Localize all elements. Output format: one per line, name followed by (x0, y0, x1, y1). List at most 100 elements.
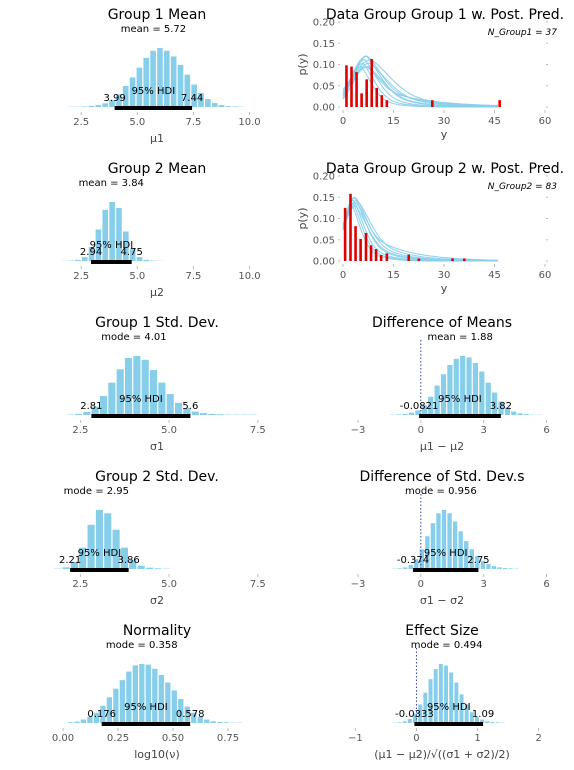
difference-of-means-bar (453, 358, 459, 415)
group1-mean-bar (136, 67, 143, 107)
difference-of-means-central-label: mean = 1.88 (428, 332, 493, 343)
difference-of-means-bar (402, 413, 408, 415)
group2-std-bar (62, 567, 70, 569)
effect-size-bar (402, 721, 407, 723)
ppc-group2-xtick-label: 0 (340, 270, 346, 281)
group1-std-bar (141, 359, 149, 415)
group2-mean-bar (109, 202, 115, 261)
normality-bar (87, 716, 93, 723)
difference-of-std-bar (452, 521, 458, 569)
effect-size-bar (438, 664, 443, 723)
difference-of-std-hdi-bar (412, 568, 479, 572)
group2-std-xtick-label: 2.5 (72, 579, 88, 590)
effect-size-bar (475, 716, 479, 723)
group1-std-xtick-label: 5.0 (161, 425, 177, 436)
group2-std-bar (79, 547, 87, 569)
group1-mean-bar (88, 105, 95, 107)
group2-mean-bar (116, 207, 122, 261)
effect-size-bar (418, 704, 423, 723)
difference-of-means-xlabel: μ1 − μ2 (420, 440, 464, 453)
difference-of-means-bar (466, 357, 472, 415)
ppc-group2-data-bar (359, 238, 362, 261)
normality-hdi-bar (101, 722, 191, 726)
ppc-group2-data-bar (364, 232, 368, 261)
ppc-group2-data-bar (463, 258, 466, 261)
normality-bar (217, 721, 223, 723)
effect-size-hdi-bar (414, 722, 484, 726)
normality-xtick-label: 0.75 (217, 733, 239, 744)
ppc-group2-legend: N_Group2 = 83 (488, 182, 558, 192)
ppc-group2-data-bar (379, 255, 383, 261)
ppc-group1-xtick-label: 0 (340, 116, 346, 127)
group2-mean-xtick-label: 7.5 (185, 271, 201, 282)
effect-size-xtick-label: 2 (535, 733, 541, 744)
difference-of-means-bar (479, 371, 485, 415)
normality-bar (119, 680, 126, 723)
group1-mean-bar (163, 50, 170, 107)
group2-mean-xlabel: μ2 (150, 286, 164, 299)
normality-xtick-label: 0.00 (52, 733, 74, 744)
effect-size-central-label: mode = 0.494 (411, 640, 483, 651)
group2-mean-bar (136, 257, 143, 261)
group2-mean-hdi-high-label: 4.75 (121, 247, 143, 258)
ppc-group2-xlabel: y (441, 282, 448, 295)
difference-of-means-xtick-label: 6 (543, 425, 549, 436)
difference-of-std-bar (508, 568, 513, 569)
effect-size-bar (428, 679, 433, 723)
difference-of-means-hdi-high-label: 3.82 (490, 401, 512, 412)
difference-of-std-central-label: mode = 0.956 (405, 486, 477, 497)
group2-mean-bar (102, 209, 109, 261)
group1-mean-bar (143, 57, 150, 107)
group1-std-hdi-high-label: 5.6 (182, 401, 198, 412)
ppc-group2-ytick-label: 0.00 (313, 257, 335, 268)
normality-hdi-text: 95% HDI (124, 702, 168, 713)
difference-of-std-bar (486, 564, 491, 569)
ppc-group1-data-bar (370, 58, 374, 107)
group2-std-central-label: mode = 2.95 (64, 486, 129, 497)
difference-of-means-xtick-label: −3 (351, 425, 366, 436)
group1-mean-xtick-label: 2.5 (73, 117, 89, 128)
group2-std-bar (137, 565, 145, 569)
group1-mean-bar (122, 85, 129, 107)
group1-mean-bar (177, 64, 184, 107)
group1-mean-bar (157, 48, 163, 107)
group2-std-bar (87, 524, 95, 569)
ppc-group1-ytick-label: 0.20 (313, 18, 335, 29)
effect-size-hdi-low-label: -0.0333 (395, 709, 434, 720)
normality-bar (171, 690, 177, 723)
normality-bar (165, 682, 171, 723)
normality-bar (204, 719, 210, 723)
difference-of-std-bar (436, 513, 441, 569)
group1-std-xlabel: σ1 (150, 440, 164, 453)
effect-size-title: Effect Size (405, 623, 478, 639)
group1-mean-bar (81, 106, 88, 107)
group1-mean-bar (232, 106, 239, 107)
group1-std-bar (149, 370, 158, 415)
difference-of-std-bar (458, 531, 463, 569)
ppc-group2-data-bar (349, 193, 352, 261)
effect-size-bar (464, 704, 469, 723)
group2-mean-xtick-label: 5.0 (129, 271, 145, 282)
ppc-group2-ytick-label: 0.10 (313, 214, 335, 225)
ppc-group2-ylabel: p(y) (296, 207, 309, 229)
normality-bar (178, 698, 184, 723)
group1-mean-xtick-label: 5.0 (129, 117, 145, 128)
ppc-group2-ytick-label: 0.05 (313, 235, 335, 246)
group1-mean-hdi-bar (114, 106, 193, 110)
group2-mean-hdi-text: 95% HDI (90, 240, 134, 251)
difference-of-means-hdi-text: 95% HDI (438, 394, 482, 405)
difference-of-means-bar (498, 401, 504, 415)
ppc-group1-data-bar (350, 66, 353, 107)
difference-of-std-bar (480, 560, 486, 569)
normality-bar (106, 697, 113, 723)
group1-mean-bar (225, 106, 232, 107)
group1-mean-xtick-label: 10.0 (238, 117, 260, 128)
normality-bar (132, 665, 138, 723)
difference-of-means-bar (472, 363, 479, 415)
group1-std-central-label: mode = 4.01 (101, 332, 166, 343)
difference-of-means-bar (447, 364, 453, 415)
group1-std-hdi-text: 95% HDI (119, 394, 163, 405)
group1-mean-hdi-low-label: 3.99 (103, 93, 125, 104)
